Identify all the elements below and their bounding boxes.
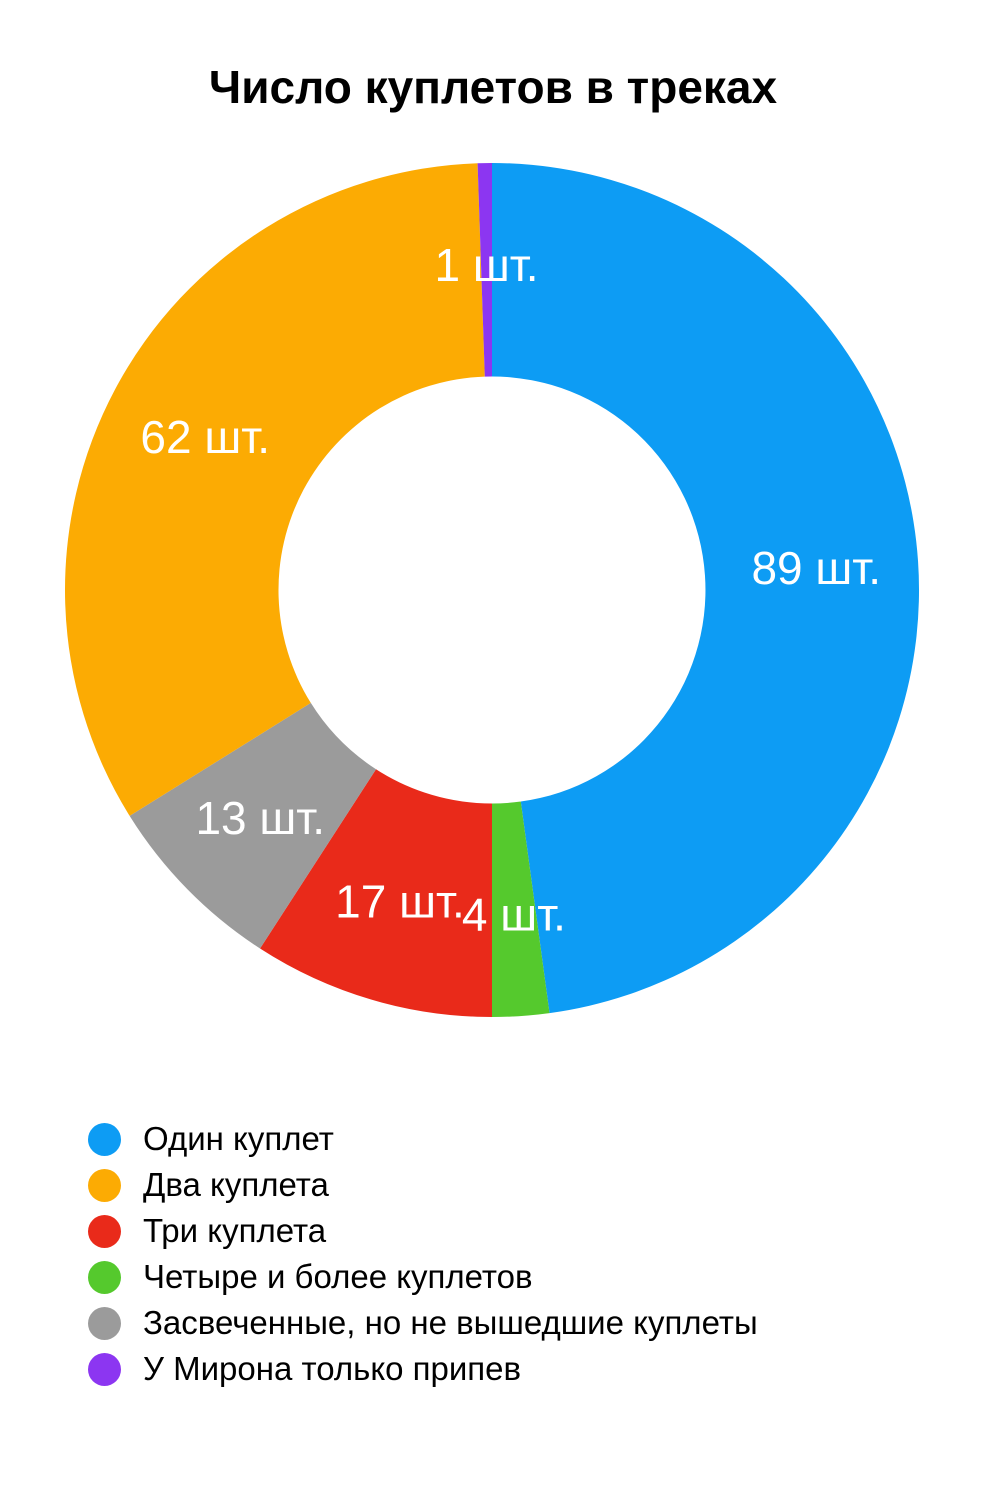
legend-item-label: Один куплет bbox=[143, 1120, 334, 1157]
pie-slice-2 bbox=[64, 163, 485, 816]
pie-slice-4 bbox=[492, 801, 550, 1017]
pie-slice-6 bbox=[477, 162, 492, 377]
legend-item-2: Два куплета bbox=[88, 1162, 758, 1208]
legend-item-4: Четыре и более куплетов bbox=[88, 1254, 758, 1300]
legend-item-label: Два куплета bbox=[143, 1166, 329, 1203]
legend-marker-icon bbox=[88, 1168, 121, 1202]
slice-value-label: 17 шт. bbox=[335, 876, 465, 928]
slice-value-label: 13 шт. bbox=[195, 792, 325, 844]
slice-value-label: 62 шт. bbox=[140, 411, 270, 463]
legend-item-label: Три куплета bbox=[143, 1212, 327, 1249]
legend-item-label: Засвеченные, но не вышедшие куплеты bbox=[143, 1304, 758, 1341]
legend-item-label: У Мирона только припев bbox=[143, 1350, 522, 1387]
legend-item-6: У Мирона только припев bbox=[88, 1346, 758, 1392]
pie-slice-1 bbox=[492, 163, 920, 1014]
pie-slice-3 bbox=[260, 769, 492, 1017]
legend-item-5: Засвеченные, но не вышедшие куплеты bbox=[88, 1300, 758, 1346]
legend-marker-icon bbox=[88, 1214, 121, 1248]
chart-title: Число куплетов в треках bbox=[208, 61, 778, 113]
legend-item-1: Один куплет bbox=[88, 1116, 758, 1162]
legend-item-3: Три куплета bbox=[88, 1208, 758, 1254]
slice-value-label: 1 шт. bbox=[434, 239, 538, 291]
legend: Один куплет Два куплета Три куплета Четыре … bbox=[88, 1116, 758, 1392]
legend-marker-icon bbox=[88, 1352, 121, 1386]
legend-marker-icon bbox=[88, 1260, 121, 1294]
legend-item-label: Четыре и более куплетов bbox=[143, 1258, 533, 1295]
legend-marker-icon bbox=[88, 1122, 121, 1156]
pie-slice-5 bbox=[129, 702, 377, 949]
slice-value-label: 89 шт. bbox=[751, 542, 881, 594]
slice-value-label: 4 шт. bbox=[462, 888, 566, 940]
legend-marker-icon bbox=[88, 1306, 121, 1340]
